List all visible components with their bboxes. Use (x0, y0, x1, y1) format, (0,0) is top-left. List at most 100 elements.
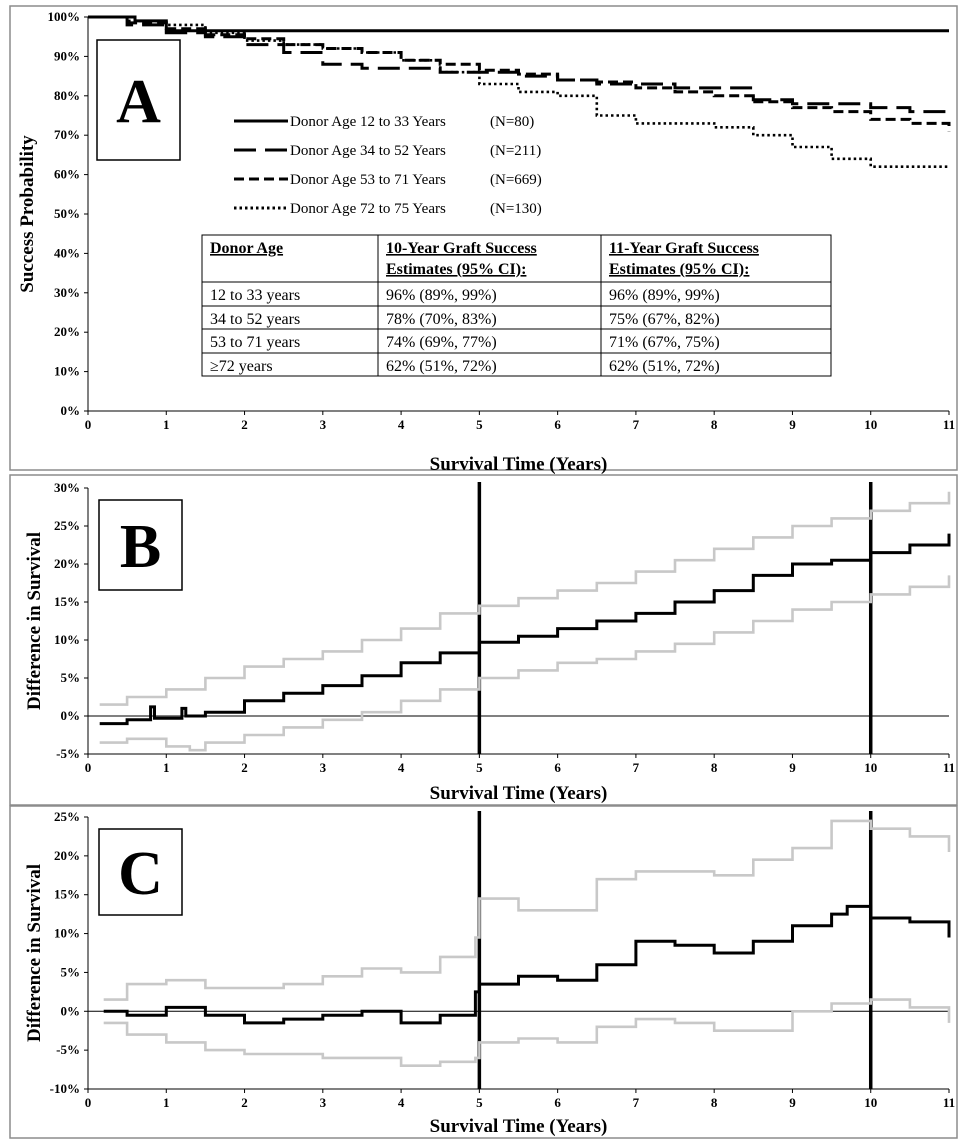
x-tick-label: 2 (241, 1095, 248, 1110)
x-tick-label: 8 (711, 1095, 718, 1110)
y-tick-label: 20% (54, 848, 80, 863)
table-cell: 96% (89%, 99%) (609, 287, 720, 304)
series-line-shortdash (88, 15, 951, 132)
x-tick-label: 2 (241, 417, 248, 432)
estimates-table: Donor Age 10-Year Graft Success Estimates … (201, 234, 832, 377)
x-tick-label: 11 (943, 760, 955, 775)
series-line-estimate (103, 904, 951, 1025)
table-header-cell: 10-Year Graft Success (386, 240, 537, 257)
x-tick-label: 7 (633, 760, 640, 775)
table-header-cell: Estimates (95% CI): (386, 261, 526, 278)
panel-frame (9, 5, 958, 471)
panel-letter-box (98, 499, 183, 591)
chart-panel-c: -10% -5% 0% 5% 10% 15% 20% 25% 0 1 2 3 4 5 6 7 8 9 10 11 Sur… (9, 805, 958, 1139)
x-tick-label: 5 (476, 760, 483, 775)
series-line-solid (88, 15, 949, 33)
table-header-cell: Estimates (95% CI): (609, 261, 749, 278)
series-line-dotted (88, 15, 949, 168)
x-tick-label: 11 (943, 417, 955, 432)
table-cell: 74% (69%, 77%) (386, 334, 497, 351)
x-tick-label: 3 (320, 1095, 327, 1110)
x-tick-label: 4 (398, 760, 405, 775)
x-tick-label: 5 (476, 1095, 483, 1110)
legend-label: Donor Age 53 to 71 Years (290, 172, 446, 188)
series-line-longdash (88, 15, 951, 116)
x-tick-label: 10 (864, 760, 877, 775)
y-tick-label: 60% (54, 167, 80, 182)
x-tick-label: 3 (320, 417, 327, 432)
panel-letter-box (96, 39, 181, 161)
y-tick-label: 40% (54, 245, 80, 260)
legend: Donor Age 12 to 33 Years (N=80) Donor Age … (234, 114, 542, 217)
x-tick-label: 0 (85, 1095, 92, 1110)
x-tick-label: 9 (789, 1095, 796, 1110)
legend-label: Donor Age 12 to 33 Years (290, 114, 446, 130)
y-tick-label: 20% (54, 324, 80, 339)
y-tick-label: -5% (56, 746, 80, 761)
x-tick-label: 0 (85, 760, 92, 775)
x-tick-label: 3 (320, 760, 327, 775)
table-header-cell: 11-Year Graft Success (609, 240, 759, 257)
series-line-lower-95-ci (99, 575, 951, 752)
legend-n: (N=80) (490, 114, 534, 130)
y-axis-label: Success Probability (17, 135, 38, 293)
x-tick-label: 6 (554, 417, 561, 432)
y-tick-label: 50% (54, 206, 80, 221)
x-tick-label: 7 (633, 1095, 640, 1110)
x-tick-label: 2 (241, 760, 248, 775)
x-axis-label: Survival Time (Years) (430, 454, 608, 475)
table-cell: ≥72 years (210, 358, 273, 375)
y-tick-label: 30% (54, 285, 80, 300)
legend-label: Donor Age 34 to 52 Years (290, 143, 446, 159)
series-line-lower-95-ci (103, 998, 951, 1067)
y-tick-label: 0% (61, 1003, 81, 1018)
y-tick-label: 10% (54, 632, 80, 647)
table-cell: 12 to 33 years (210, 287, 300, 304)
y-tick-label: 10% (54, 926, 80, 941)
x-tick-label: 5 (476, 417, 483, 432)
y-tick-label: 15% (54, 594, 80, 609)
y-tick-label: 20% (54, 556, 80, 571)
x-tick-label: 4 (398, 1095, 405, 1110)
y-tick-label: 15% (54, 887, 80, 902)
series-line-upper-95-ci (103, 819, 951, 1001)
y-axis-label: Difference in Survival (24, 864, 45, 1042)
panel-letter-box (98, 828, 183, 916)
legend-n: (N=669) (490, 172, 542, 188)
y-tick-label: 25% (54, 809, 80, 824)
x-tick-label: 9 (789, 760, 796, 775)
y-tick-label: 30% (54, 480, 80, 495)
table-cell: 78% (70%, 83%) (386, 311, 497, 328)
panel-letter: C (118, 840, 163, 908)
panel-letter: B (120, 513, 161, 581)
y-tick-label: 100% (48, 9, 81, 24)
y-tick-label: 10% (54, 364, 80, 379)
x-tick-label: 7 (633, 417, 640, 432)
x-tick-label: 8 (711, 760, 718, 775)
y-axis-label: Difference in Survival (24, 532, 45, 710)
table-cell: 71% (67%, 75%) (609, 334, 720, 351)
table-cell: 96% (89%, 99%) (386, 287, 497, 304)
table-cell: 62% (51%, 72%) (609, 358, 720, 375)
y-tick-label: 5% (61, 964, 81, 979)
y-tick-label: 5% (61, 670, 81, 685)
table-header-cell: Donor Age (210, 240, 283, 257)
series-line-upper-95-ci (99, 491, 951, 706)
x-tick-label: 6 (554, 1095, 561, 1110)
table-cell: 53 to 71 years (210, 334, 300, 351)
series-line-estimate (99, 533, 951, 726)
legend-label: Donor Age 72 to 75 Years (290, 201, 446, 217)
table-cell: 62% (51%, 72%) (386, 358, 497, 375)
x-axis-label: Survival Time (Years) (430, 783, 608, 804)
panel-frame (9, 474, 958, 806)
chart-panel-b: -5% 0% 5% 10% 15% 20% 25% 30% 0 1 2 3 4 5 6 7 8 9 10 11 Surv… (9, 474, 958, 806)
y-tick-label: 80% (54, 88, 80, 103)
chart-panel-a: 0% 10% 20% 30% 40% 50% 60% 70% 80% 90% 100% 0 1 2 3 4 5 6… (9, 5, 958, 475)
x-tick-label: 8 (711, 417, 718, 432)
x-tick-label: 4 (398, 417, 405, 432)
y-tick-label: 70% (54, 127, 80, 142)
y-tick-label: -5% (56, 1042, 80, 1057)
panel-letter: A (116, 68, 161, 136)
table-cell: 34 to 52 years (210, 311, 300, 328)
